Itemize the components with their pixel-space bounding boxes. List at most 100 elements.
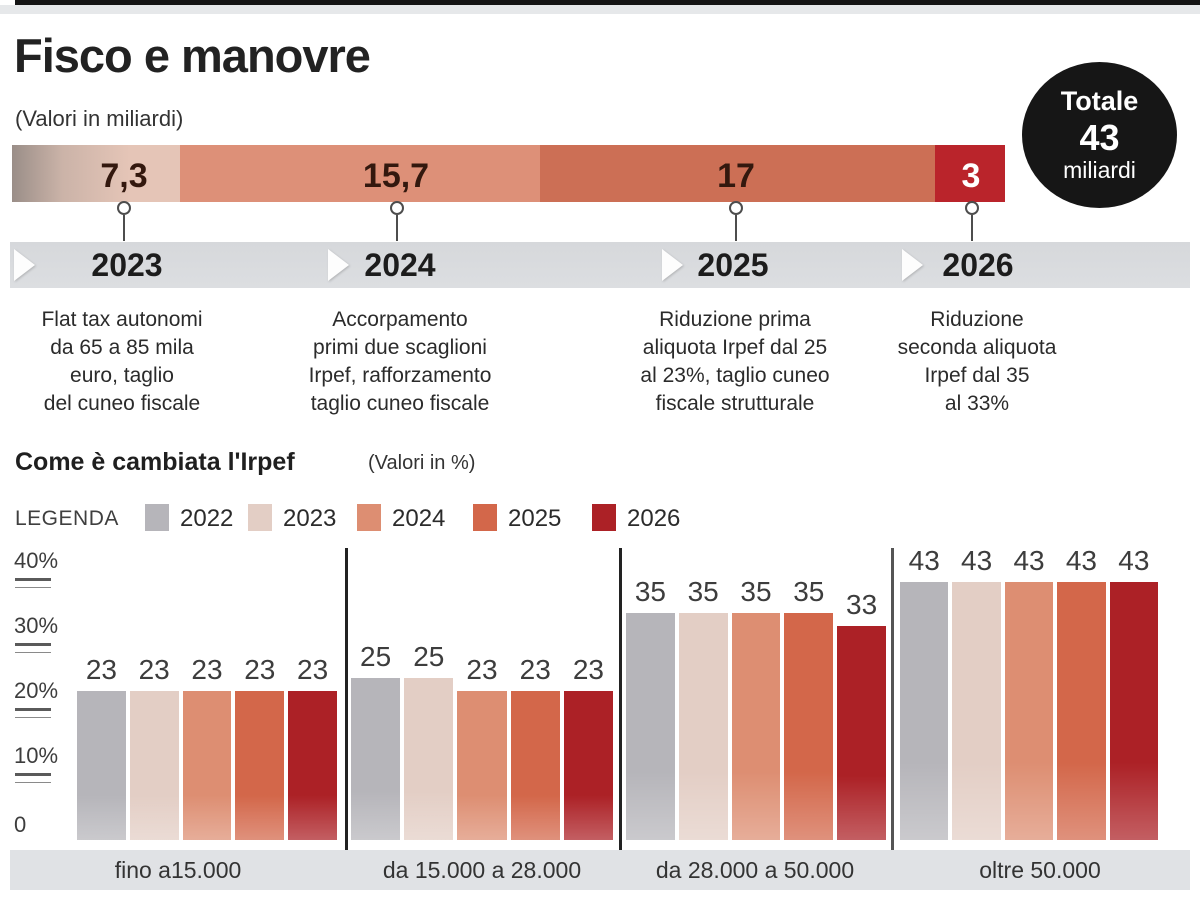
bar-value: 25: [360, 640, 392, 672]
legend-entry: 2025: [508, 505, 562, 532]
bar-value: 23: [191, 653, 223, 685]
bar-cell: 35: [678, 545, 728, 840]
bar: [129, 690, 179, 840]
bar-value: 23: [138, 653, 170, 685]
legend-swatch-2023: [248, 504, 272, 531]
y-axis-tick: [15, 578, 51, 588]
bar: [626, 612, 675, 840]
segment-value: 3: [961, 156, 981, 195]
pin-stem: [396, 215, 398, 241]
bar: [351, 677, 401, 840]
bar: [678, 612, 728, 840]
bar-cell: 23: [235, 545, 285, 840]
segment-value: 7,3: [100, 156, 148, 195]
bar-value: 43: [1065, 545, 1097, 576]
bar-cell: 43: [1057, 545, 1106, 840]
bar-cell: 23: [77, 545, 126, 840]
legend-entry: 2026: [627, 505, 681, 532]
bar-value: 23: [572, 653, 604, 685]
group-divider: [619, 548, 622, 882]
pin-dot-icon: [390, 201, 404, 215]
bar-value: 35: [793, 575, 825, 607]
bar-value: 35: [634, 575, 666, 607]
legend-swatch-2024: [357, 504, 381, 531]
bar: [404, 677, 454, 840]
bar-cell: 33: [837, 545, 886, 840]
bar: [510, 690, 560, 840]
bar: [235, 690, 285, 840]
segment-value: 17: [717, 156, 755, 195]
timeline-band: [10, 242, 1190, 288]
bar-value: 43: [1013, 545, 1045, 576]
top-gray-strip: [0, 5, 1200, 14]
legend-entry: 2022: [180, 505, 234, 532]
bar-cell: 35: [731, 545, 781, 840]
bar-cell: 43: [952, 545, 1001, 840]
bar-group-2: 25 25 23 23 23: [351, 545, 614, 840]
bar: [182, 690, 232, 840]
y-axis-label: 30%: [14, 613, 59, 638]
bar-value: 23: [519, 653, 551, 685]
pin-dot-icon: [729, 201, 743, 215]
timeline-year: 2023: [91, 247, 163, 283]
bar-cell: 23: [457, 545, 507, 840]
timeline-description: Riduzione prima aliquota Irpef dal 25 al…: [640, 308, 830, 415]
timeline-description: Riduzione seconda aliquota Irpef dal 35 …: [897, 308, 1057, 415]
y-axis-label: 40%: [14, 548, 59, 573]
page-subtitle: (Valori in miliardi): [15, 106, 184, 131]
bar-value: 43: [961, 545, 993, 576]
timeline-year: 2025: [697, 247, 769, 283]
bar: [288, 690, 337, 840]
x-axis-band: [10, 850, 1190, 890]
timeline-description: Accorpamento primi due scaglioni Irpef, …: [308, 308, 492, 415]
category-label: da 15.000 a 28.000: [382, 857, 582, 883]
chevron-right-icon: [14, 249, 35, 281]
pin-stem: [735, 215, 737, 241]
bar-cell: 25: [404, 545, 454, 840]
bar: [952, 582, 1001, 840]
legend-label: LEGENDA: [15, 507, 119, 530]
pin-stem: [971, 215, 973, 241]
bar: [731, 612, 781, 840]
bar-value: 35: [687, 575, 719, 607]
page-title: Fisco e manovre: [14, 29, 371, 82]
y-axis-label: 10%: [14, 743, 59, 768]
bar: [1057, 582, 1106, 840]
chevron-right-icon: [902, 249, 923, 281]
bar-cell: 43: [1004, 545, 1054, 840]
legend-swatch-2022: [145, 504, 169, 531]
callout-pin-2025: [729, 201, 743, 241]
bar-cell: 35: [626, 545, 675, 840]
legend-swatch-2025: [473, 504, 497, 531]
bar-value: 23: [244, 653, 276, 685]
y-axis-tick: [15, 643, 51, 653]
category-label: fino a15.000: [114, 857, 242, 883]
legend-swatch-2026: [592, 504, 616, 531]
callout-pin-2024: [390, 201, 404, 241]
group-divider: [345, 548, 348, 882]
stacked-segment-2026: [935, 145, 1005, 202]
bar-cell: 23: [510, 545, 560, 840]
bar: [1004, 582, 1054, 840]
bar: [457, 690, 507, 840]
category-label: da 28.000 a 50.000: [655, 857, 855, 883]
y-axis-label: 20%: [14, 678, 59, 703]
bar: [1109, 582, 1159, 840]
bar-group-3: 35 35 35 35 33: [626, 545, 886, 840]
total-value: 43: [1079, 116, 1120, 158]
bar-cell: 23: [129, 545, 179, 840]
y-axis-label: 0: [14, 812, 27, 837]
pin-stem: [123, 215, 125, 241]
bar-group-1: 23 23 23 23 23: [77, 545, 337, 840]
callout-pin-2023: [117, 201, 131, 241]
stacked-segment-2023: [12, 145, 180, 202]
bar-cell: 43: [1109, 545, 1159, 840]
timeline-year: 2024: [364, 247, 436, 283]
bar-cell: 43: [900, 545, 949, 840]
total-badge: Totale 43 miliardi: [1022, 62, 1177, 208]
bar-cell: 35: [784, 545, 834, 840]
y-axis-tick: [15, 708, 51, 718]
section-title: Come è cambiata l'Irpef: [15, 448, 295, 476]
y-axis-tick: [15, 773, 51, 783]
